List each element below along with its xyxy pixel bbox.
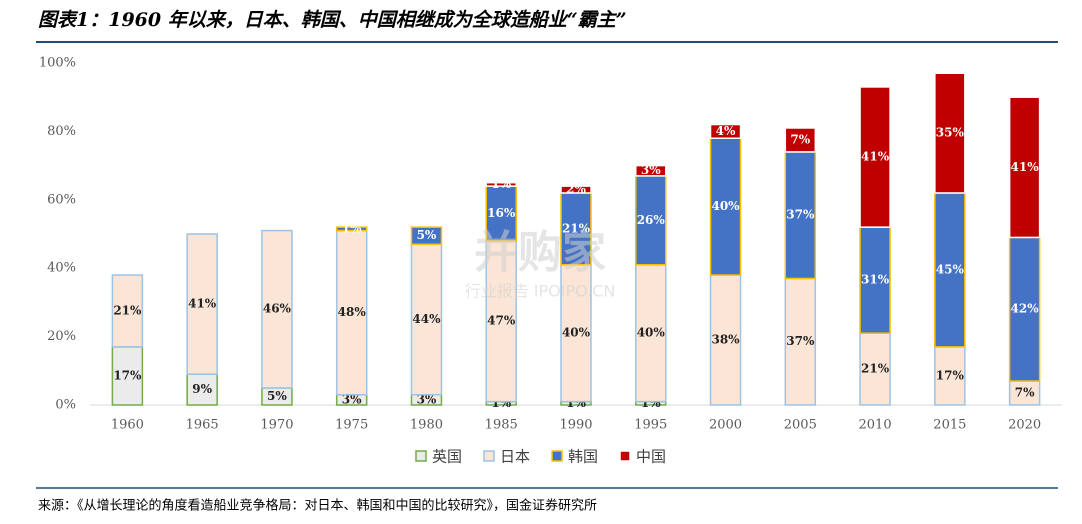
data-label: 47% [487, 314, 516, 328]
data-label: 21% [113, 303, 142, 317]
bar-segment [709, 137, 742, 276]
data-label: 37% [786, 208, 815, 222]
x-tick-label: 1965 [186, 418, 219, 433]
bar-segment [784, 151, 817, 280]
data-label: 41% [1011, 160, 1040, 174]
x-tick-label: 2005 [784, 418, 817, 433]
legend-swatch [483, 450, 495, 462]
data-label: 17% [113, 368, 142, 382]
data-label: 3% [342, 392, 362, 406]
data-label: 2% [566, 182, 586, 196]
bar-segment [709, 123, 742, 139]
bar-segment [934, 346, 966, 406]
x-tick-label: 1975 [335, 418, 368, 433]
data-label: 48% [338, 305, 367, 319]
data-label: 31% [861, 273, 890, 287]
y-tick-label: 40% [47, 261, 76, 276]
data-label: 7% [790, 132, 810, 146]
bar-segment [1008, 236, 1041, 382]
x-tick-label: 1970 [260, 418, 293, 433]
x-tick-label: 1960 [111, 418, 144, 433]
y-tick-label: 80% [47, 124, 76, 139]
data-label: 40% [562, 326, 591, 340]
y-tick-label: 20% [47, 329, 76, 344]
bar-segment [859, 332, 891, 406]
data-label: 7% [1015, 386, 1035, 400]
data-label: 37% [786, 334, 815, 348]
bar-segment [934, 192, 966, 348]
bar-segment [560, 192, 592, 266]
data-label: 1% [342, 221, 362, 235]
data-label: 3% [417, 392, 437, 406]
x-tick-label: 1995 [634, 418, 667, 433]
data-label: 41% [861, 150, 890, 164]
bar-segment [709, 274, 742, 406]
data-label: 5% [417, 228, 437, 242]
data-label: 46% [263, 302, 292, 316]
bar-segment [784, 127, 817, 153]
data-label: 21% [861, 362, 890, 376]
data-label: 38% [711, 333, 740, 347]
data-label: 9% [192, 382, 212, 396]
data-label: 40% [637, 326, 666, 340]
data-label: 3% [641, 163, 661, 177]
x-tick-label: 2020 [1008, 418, 1041, 433]
data-label: 16% [487, 206, 516, 220]
legend-label: 英国 [432, 448, 462, 466]
y-tick-label: 0% [55, 398, 76, 413]
legend-swatch [415, 450, 427, 462]
data-label: 45% [936, 262, 965, 276]
y-tick-label: 100% [39, 56, 76, 71]
data-label: 40% [711, 199, 740, 213]
bar-segment [485, 185, 517, 242]
y-tick-label: 60% [47, 192, 76, 207]
bar-segment [934, 72, 966, 194]
bar-segment [485, 240, 517, 403]
data-label: 35% [936, 126, 965, 140]
bar-segment [410, 226, 443, 246]
bar-segment [635, 175, 667, 266]
bar-segment [485, 181, 517, 187]
watermark: 并购家 [474, 227, 606, 278]
bar-segment [560, 264, 592, 403]
bar-segment [410, 243, 443, 396]
data-label: 42% [1011, 302, 1040, 316]
watermark: 行业报告 IPOIPO.CN [465, 282, 616, 301]
bar-segment [859, 226, 891, 334]
bar-segment [335, 226, 368, 232]
bar-segment [261, 229, 293, 389]
legend-label: 中国 [636, 448, 666, 466]
legend-swatch [551, 450, 563, 462]
bar-segment [111, 346, 144, 406]
data-label: 5% [267, 389, 287, 403]
data-label: 44% [412, 312, 441, 326]
bar-segment [111, 274, 144, 348]
legend-swatch [619, 450, 631, 462]
bar-segment [1008, 96, 1041, 239]
x-tick-label: 1990 [559, 418, 592, 433]
bar-segment [560, 185, 592, 194]
data-label: 17% [936, 368, 965, 382]
source: 来源：《从增长理论的角度看造船业竞争格局：对日本、韩国和中国的比较研究》，国金证… [38, 498, 597, 514]
bar-segment [635, 264, 667, 403]
x-tick-label: 2015 [933, 418, 966, 433]
x-tick-label: 2000 [709, 418, 742, 433]
x-tick-label: 2010 [859, 418, 892, 433]
x-tick-label: 1985 [485, 418, 518, 433]
data-label: 26% [637, 213, 666, 227]
data-label: 21% [562, 221, 591, 235]
chart-title: 图表1：1960 年以来，日本、韩国、中国相继成为全球造船业“霸主” [38, 9, 627, 31]
bar-segment [186, 233, 218, 375]
data-label: 1% [491, 177, 511, 191]
bar-segment [186, 373, 218, 406]
legend-label: 韩国 [568, 448, 598, 466]
bar-segment [859, 86, 891, 228]
bar-segment [784, 277, 817, 406]
data-label: 41% [188, 297, 217, 311]
data-label: 4% [716, 124, 736, 138]
bar-segment [635, 164, 667, 177]
x-tick-label: 1980 [410, 418, 443, 433]
legend-label: 日本 [500, 448, 530, 466]
